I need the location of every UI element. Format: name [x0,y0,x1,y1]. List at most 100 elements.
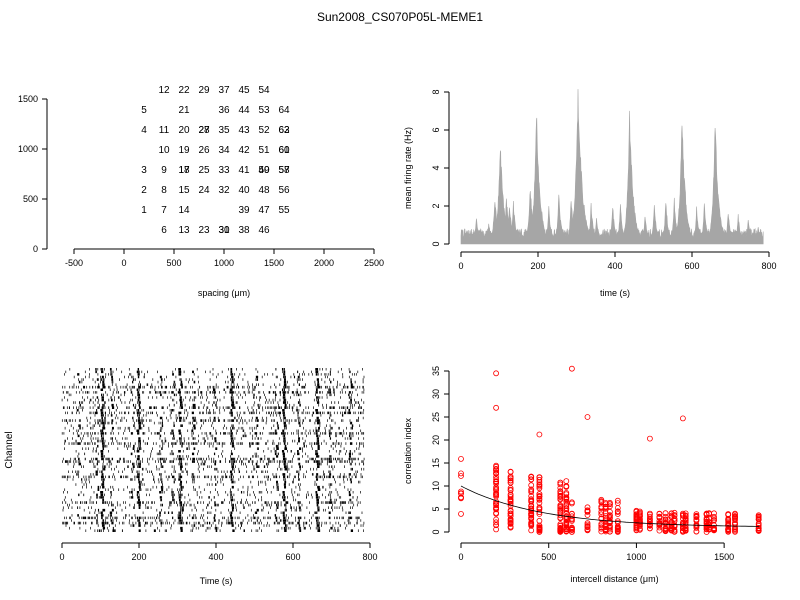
layout-y-tick-label: 500 [23,194,38,204]
electrode-label: 33 [218,165,230,176]
correlation-point [602,513,609,519]
raster-channel-spikes [62,406,362,409]
electrode-label: 14 [178,205,190,216]
correlation-point [458,455,464,462]
raster-channel-spikes [73,401,365,404]
correlation-point [536,481,543,488]
raster-channel-spikes [86,416,364,420]
raster-channel-spikes [66,478,352,481]
electrode-label: 58 [278,165,290,176]
raster-x-tick-label: 400 [208,552,223,562]
correlation-point [458,490,464,497]
firing-rate-area [460,89,764,245]
layout-x-axis-label: spacing (μm) [198,288,250,298]
electrode-label: 17 [178,165,190,176]
rate-x-tick-label: 0 [458,261,463,271]
raster-channel-spikes [75,483,341,486]
electrode-label: 34 [218,145,230,156]
correlation-point [602,505,609,512]
corr-y-tick-label: 35 [431,366,441,376]
correlation-point [493,478,500,485]
raster-channel-spikes [65,370,359,374]
correlation-point [557,481,564,488]
electrode-label: 7 [161,205,167,216]
raster-channel-spikes [61,432,365,435]
correlation-point [732,513,738,519]
correlation-point [633,507,640,514]
correlation-point [662,518,669,525]
raster-channel-spikes [76,473,362,476]
layout-y-tick-label: 1000 [18,144,38,154]
correlation-point [656,514,663,521]
correlation-point [614,508,621,515]
layout-x-tick-label: 1000 [214,258,234,268]
correlation-point [557,503,564,510]
correlation-point [507,475,514,482]
raster-channel-spikes [69,368,363,371]
electrode-label: 3 [141,165,147,176]
electrode-label: 23 [198,225,210,236]
raster-channel-spikes [77,434,354,438]
raster-channel-spikes [62,501,361,504]
corr-x-axis-label: intercell distance (μm) [570,574,658,584]
correlation-point [507,508,514,515]
correlation-point [668,523,675,529]
correlation-point [507,491,514,498]
correlation-point [493,519,500,526]
correlation-point [536,517,543,524]
correlation-point [614,528,621,534]
correlation-point [755,512,762,519]
rate-y-tick-label: 4 [431,165,441,170]
correlation-point [528,516,535,522]
electrode-label: 49 [258,165,270,176]
correlation-point [493,493,500,500]
correlation-point [507,523,514,530]
correlation-point [614,505,621,511]
correlation-point [584,527,591,534]
fit-curve [460,485,760,527]
correlation-point [693,512,700,519]
correlation-point [536,485,543,492]
correlation-point [528,476,535,483]
raster-x-tick-label: 800 [362,552,377,562]
correlation-point [671,509,678,516]
correlation-point [662,513,669,520]
raster-x-tick-label: 0 [59,552,64,562]
correlation-point [725,528,732,534]
electrode-label: 45 [238,85,250,96]
correlation-point [563,494,570,501]
correlation-point [458,494,464,501]
correlation-point [557,488,564,495]
electrode-label: 47 [258,205,270,216]
correlation-point [557,528,564,535]
raster-y-axis-label: Channel [4,431,15,468]
correlation-point [637,526,643,533]
layout-x-tick-label: -500 [65,258,83,268]
raster-channel-spikes [78,493,351,497]
correlation-point [584,521,591,528]
electrode-label: 11 [159,125,170,136]
corr-y-tick-label: 30 [431,389,441,399]
electrode-label: 61 [278,145,290,156]
electrode-label: 9 [161,165,167,176]
correlation-point [458,488,464,495]
raster-channel-spikes [80,388,365,392]
correlation-point [732,521,738,528]
correlation-point [569,511,575,517]
raster-channel-spikes [67,462,365,466]
correlation-point [536,483,543,490]
electrode-label: 30 [218,225,230,236]
correlation-outlier-point [647,435,653,442]
firing-rate-panel: 0 200 400 600 800 0 2 4 6 8 time (s) mean firing ra… [403,89,777,298]
correlation-point [725,516,732,523]
correlation-point [528,527,535,534]
correlation-point [563,524,570,531]
correlation-point [528,498,535,505]
raster-channel-spikes [62,521,365,525]
correlation-point [557,479,564,486]
layout-x-tick-label: 500 [166,258,181,268]
correlation-point [536,522,543,529]
raster-channel-spikes [69,429,362,433]
electrode-label: 48 [258,185,270,196]
